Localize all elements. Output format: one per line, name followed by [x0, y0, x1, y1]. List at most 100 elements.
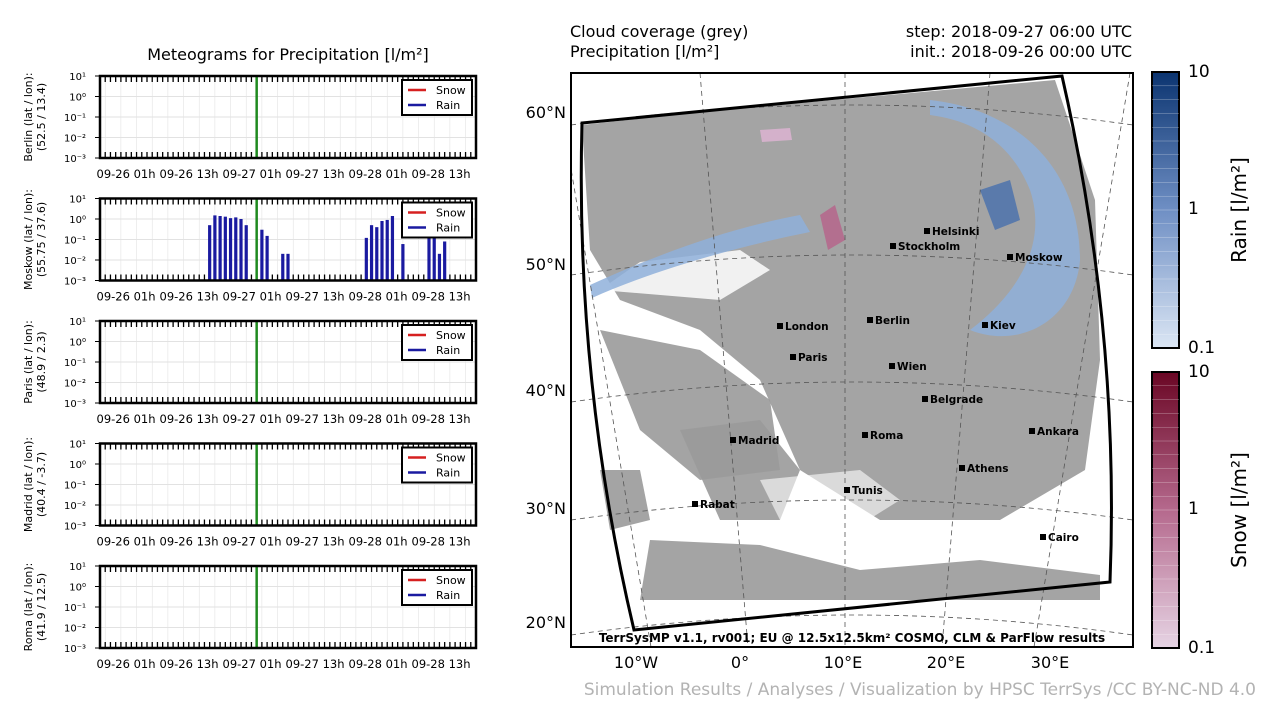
- x-tick-label: 09-27 13h: [286, 657, 345, 671]
- map-header-step: step: 2018-09-27 06:00 UTC: [905, 22, 1132, 41]
- rain-bar: [265, 235, 269, 281]
- city-label: Roma: [870, 430, 903, 442]
- y-tick-label: 10⁻³: [64, 522, 86, 533]
- rain-bar: [244, 225, 248, 281]
- x-tick-label: 09-28 13h: [412, 167, 471, 181]
- city-marker: [844, 487, 850, 493]
- city-label: Kiev: [990, 320, 1016, 332]
- y-tick-label: 10⁰: [69, 338, 86, 349]
- x-tick-label: 09-27 01h: [223, 290, 282, 304]
- map-header-right: step: 2018-09-27 06:00 UTC init.: 2018-0…: [906, 22, 1132, 62]
- x-tick-label: 09-28 01h: [349, 535, 408, 549]
- y-tick-label: 10⁰: [69, 93, 86, 104]
- x-tick-label: 09-26 13h: [160, 412, 219, 426]
- graticule-lon: [941, 73, 991, 647]
- x-tick-label: 09-26 01h: [97, 290, 156, 304]
- rain-bar: [213, 215, 217, 281]
- x-tick-label: 09-28 01h: [349, 167, 408, 181]
- y-tick-label: 10¹: [69, 440, 86, 451]
- y-axis-label: Roma (lat / lon):: [22, 563, 35, 652]
- y-tick-label: 10⁻¹: [64, 358, 86, 369]
- y-axis-label: Moskow (lat / lon):: [22, 189, 35, 290]
- y-tick-label: 10¹: [69, 195, 86, 206]
- rain-band: [930, 100, 1080, 337]
- y-tick-label: 10⁰: [69, 460, 86, 471]
- y-axis-label: Paris (lat / lon):: [22, 320, 35, 404]
- x-tick-label: 09-26 01h: [97, 412, 156, 426]
- rain-bar: [260, 229, 264, 281]
- snow-colorbar: 10 1 0.1 Snow [l/m²]: [1151, 362, 1251, 658]
- city-label: Ankara: [1037, 426, 1079, 438]
- x-tick-label: 09-28 01h: [349, 657, 408, 671]
- city-label: Berlin: [875, 315, 910, 327]
- x-tick-label: 09-27 13h: [286, 535, 345, 549]
- y-tick-label: 10¹: [69, 72, 86, 83]
- y-axis-label: (52.5 / 13.4): [35, 83, 48, 151]
- rain-bar: [281, 253, 285, 281]
- footer-credit: Simulation Results / Analyses / Visualiz…: [583, 680, 1256, 700]
- y-tick-label: 10⁻¹: [64, 236, 86, 247]
- y-tick-label: 10⁻¹: [64, 481, 86, 492]
- y-axis-label: (40.4 / -3.7): [35, 452, 48, 517]
- x-tick-label: 09-26 13h: [160, 290, 219, 304]
- city-marker: [867, 317, 873, 323]
- rain-bar: [443, 241, 447, 281]
- lat-label: 20°N: [526, 613, 566, 632]
- colorbar-tick-label: 1: [1188, 199, 1199, 219]
- rain-bar: [390, 216, 395, 281]
- graticule-lat: [571, 381, 1133, 403]
- y-tick-label: 10¹: [69, 317, 86, 328]
- city-marker: [889, 363, 895, 369]
- city-label: Athens: [967, 463, 1008, 475]
- rain-bar: [218, 216, 222, 281]
- graticule-lat: [571, 614, 1133, 636]
- graticule-lat: [571, 499, 1133, 521]
- x-tick-label: 09-27 01h: [223, 657, 282, 671]
- city-label: Cairo: [1048, 532, 1079, 544]
- colorbar-tick-label: 10: [1188, 362, 1210, 382]
- x-tick-label: 09-26 01h: [97, 535, 156, 549]
- legend-rain-label: Rain: [436, 589, 460, 602]
- meteogram-paris: 10⁻³ 10⁻² 10⁻¹ 10⁰ 10¹ 09-26 01h 09-26 13h 09-2…: [22, 317, 478, 426]
- map-credit: TerrSysMP v1.1, rv001; EU @ 12.5x12.5km²…: [599, 631, 1105, 645]
- y-tick-label: 10⁻³: [64, 154, 86, 165]
- clear-region: [760, 470, 900, 525]
- y-axis-label: (41.9 / 12.5): [35, 573, 48, 641]
- rain-bar: [385, 219, 389, 281]
- graticule-lon: [1033, 73, 1131, 647]
- city-marker: [890, 243, 896, 249]
- legend-snow-label: Snow: [436, 452, 466, 465]
- x-tick-label: 09-28 01h: [349, 290, 408, 304]
- city-marker: [1007, 254, 1013, 260]
- rain-bar: [401, 244, 405, 281]
- city-marker: [1040, 534, 1046, 540]
- lat-label: 40°N: [526, 381, 566, 400]
- cloud-region: [582, 80, 1100, 520]
- x-tick-label: 09-26 01h: [97, 167, 156, 181]
- legend-box: [401, 79, 473, 116]
- city-label: Belgrade: [930, 394, 983, 406]
- y-tick-label: 10⁻²: [64, 379, 86, 390]
- map-frame: [570, 72, 1134, 648]
- meteogram-title: Meteograms for Precipitation [l/m²]: [147, 45, 429, 64]
- city-label: Moskow: [1015, 252, 1063, 264]
- colorbar-label: Rain [l/m²]: [1227, 157, 1251, 263]
- map-header-init: init.: 2018-09-26 00:00 UTC: [910, 42, 1132, 61]
- lat-label: 50°N: [526, 255, 566, 274]
- rain-bar: [228, 218, 233, 281]
- rain-bar: [208, 225, 212, 281]
- city-marker: [922, 396, 928, 402]
- y-tick-label: 10⁻³: [64, 399, 86, 410]
- map-header-cloud-label: Cloud coverage (grey): [570, 22, 749, 41]
- x-tick-label: 09-26 13h: [160, 657, 219, 671]
- graticule-lat: [571, 104, 1133, 126]
- snow-region: [760, 128, 792, 142]
- x-tick-label: 09-28 13h: [412, 657, 471, 671]
- lon-label: 10°E: [824, 653, 862, 672]
- legend-box: [401, 324, 473, 361]
- city-marker: [790, 354, 796, 360]
- city-label: Wien: [897, 361, 927, 373]
- lon-label: 20°E: [927, 653, 965, 672]
- map-layers: [571, 73, 1133, 647]
